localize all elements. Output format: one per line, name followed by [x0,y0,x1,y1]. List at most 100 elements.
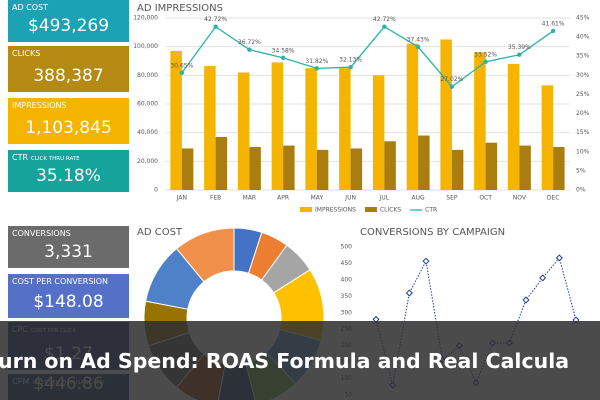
data-label: 30.65% [170,62,193,69]
kpi-value: $493,269 [27,16,110,36]
line-marker [449,84,455,89]
bar [283,145,295,190]
bar [339,68,351,190]
kpi-label-text: CTR [12,153,29,162]
kpi-value: 35.18% [36,166,101,186]
x-tick-label: NOV [513,195,527,202]
bar [372,75,385,190]
legend-label: CLICKS [380,207,401,214]
bar [384,141,396,190]
data-label: 31.82% [305,58,328,65]
kpi-value: 3,331 [44,242,93,262]
bar [170,50,182,190]
line-marker [422,257,430,265]
banner: urn on Ad Spend: ROAS Formula and Real C… [0,321,600,400]
data-label: 36.72% [238,39,261,46]
line-marker [405,289,413,297]
pie-slice [175,227,235,283]
kpi-sublabel: CLICK THRU RATE [31,156,80,162]
legend-label: IMPRESSIONS [315,207,356,214]
bar [474,52,486,191]
bar [350,148,363,190]
bar [553,147,565,190]
banner-text: urn on Ad Spend: ROAS Formula and Real C… [0,349,570,373]
data-label: 35.39% [508,44,531,51]
y-tick-label: 450 [341,260,353,267]
y2-tick-label: 15% [576,129,590,136]
y2-tick-label: 35% [576,53,590,60]
y2-tick-label: 40% [576,34,590,41]
y-tick-label: 80,000 [137,72,158,79]
line-marker [555,254,563,262]
y-tick-label: 400 [341,276,353,283]
chart-title: AD IMPRESSIONS [137,3,223,14]
bar [440,39,452,190]
line-marker [382,24,387,29]
bar [305,68,317,190]
x-tick-label: APR [277,195,289,202]
bar [316,149,329,190]
x-tick-label: DEC [547,195,560,202]
line-marker [280,55,286,61]
bar [406,43,419,190]
kpi-label-text: COST PER CONVERSION [12,277,109,286]
data-label: 42.72% [204,16,227,23]
data-label: 41.61% [542,20,565,27]
y2-tick-label: 0% [576,187,586,194]
line-marker [517,52,522,57]
x-tick-label: OCT [479,195,492,202]
legend-swatch [364,207,377,212]
kpi-tile: COST PER CONVERSION $148.08 [8,274,129,318]
line-marker [213,24,218,29]
y-tick-label: 350 [341,293,353,300]
kpi-tile: IMPRESSIONS 1,103,845 [8,98,129,144]
bar [271,62,284,190]
bar [237,72,250,190]
bar [519,145,531,190]
kpi-value: $148.08 [33,292,104,312]
legend-swatch [300,207,312,212]
line-marker [247,47,252,52]
x-tick-label: JUN [344,195,356,202]
kpi-label: AD COST [12,3,48,12]
legend-label: CTR [425,207,437,214]
line-marker [372,315,380,323]
bar [249,147,261,190]
y-tick-label: 40,000 [137,129,158,136]
x-tick-label: AUG [412,195,425,202]
bar [418,135,430,190]
y2-tick-label: 45% [576,15,590,22]
chart-title: CONVERSIONS BY CAMPAIGN [360,227,505,238]
y-tick-label: 60,000 [137,101,158,108]
x-tick-label: MAR [243,195,256,202]
line-marker [522,296,530,304]
y2-tick-label: 5% [576,167,586,174]
kpi-tile: AD COST $493,269 [8,0,129,42]
line-marker [179,70,185,76]
kpi-label-text: AD COST [12,3,49,12]
kpi-label: IMPRESSIONS [12,101,67,110]
line-marker [415,44,421,50]
chart-title: AD COST [137,227,183,238]
data-label: 27.02% [440,76,463,83]
kpi-tile: CLICKS 388,387 [8,46,129,92]
data-label: 33.52% [474,51,497,58]
y-tick-label: 0 [154,187,158,194]
line-marker [539,274,547,282]
x-tick-label: JAN [176,195,187,202]
y-tick-label: 120,000 [133,15,158,22]
y2-tick-label: 20% [576,110,590,117]
bar [451,149,464,190]
kpi-label-text: CONVERSIONS [12,229,71,238]
bar [541,85,554,190]
kpi-label-text: IMPRESSIONS [12,101,67,110]
x-tick-label: SEP [446,195,458,202]
x-tick-label: MAY [311,195,324,202]
kpi-value: 1,103,845 [25,118,112,138]
x-tick-label: JUL [379,195,390,202]
kpi-label: CLICKS [12,49,40,58]
y-tick-label: 300 [341,309,353,316]
data-label: 34.58% [272,47,295,54]
bar [485,142,498,190]
